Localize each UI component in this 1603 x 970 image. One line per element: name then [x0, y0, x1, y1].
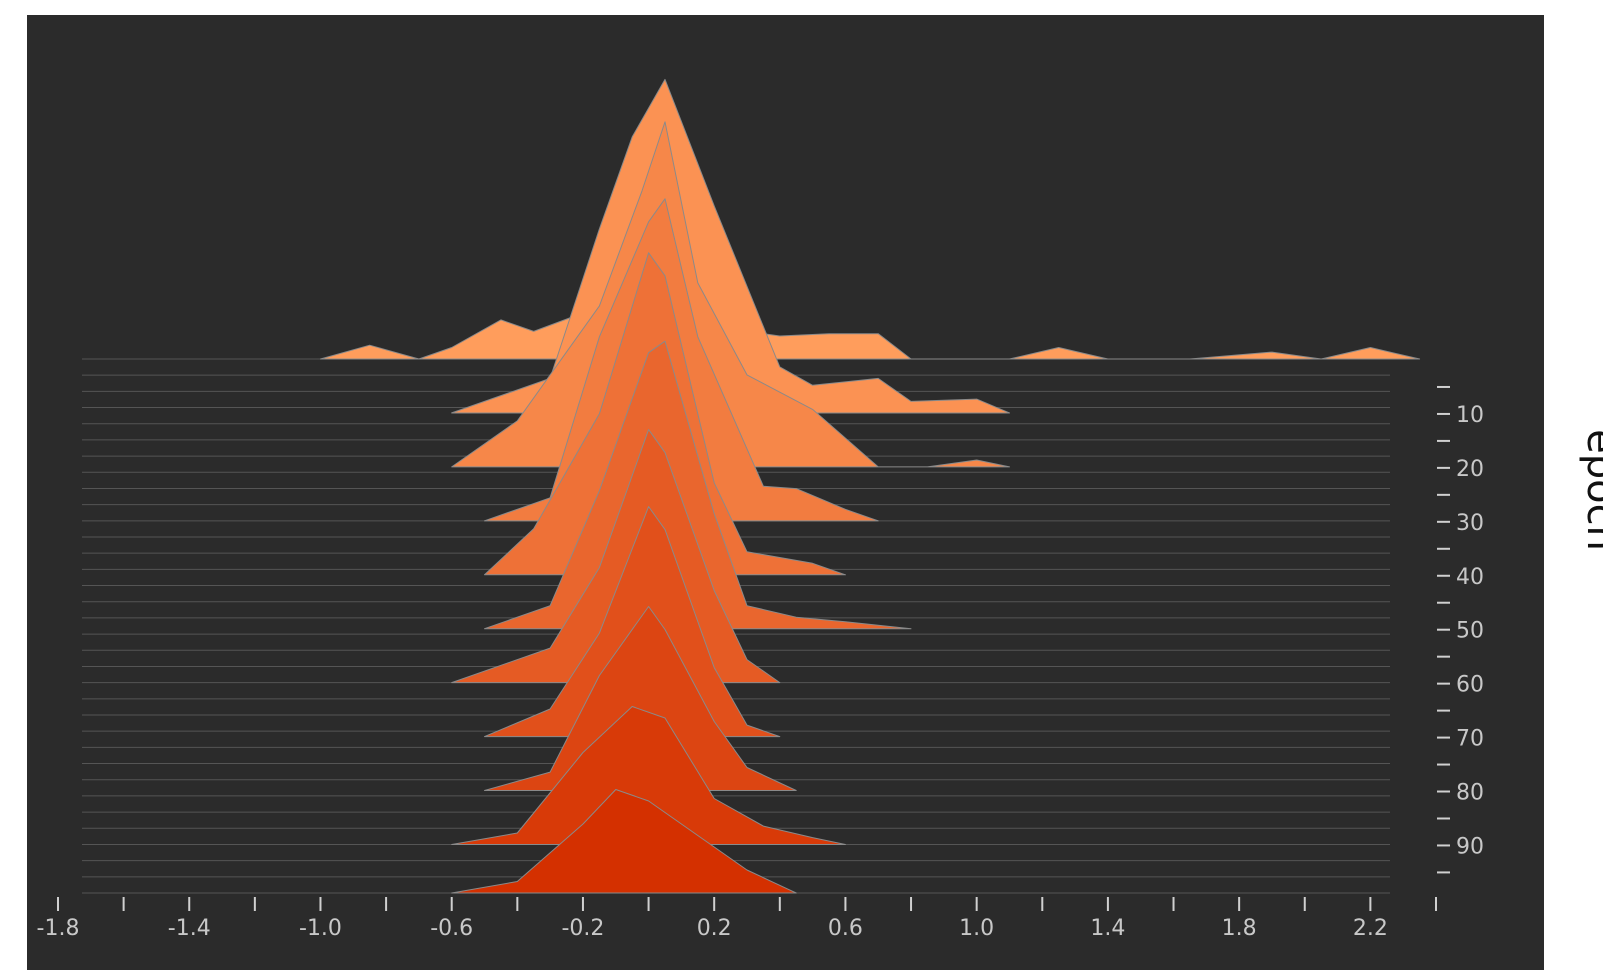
y-axis-title: epoch — [1578, 429, 1603, 551]
x-tick-label: 2.2 — [1353, 916, 1388, 941]
x-tick-label: 1.4 — [1090, 916, 1125, 941]
y-tick-label: 60 — [1456, 673, 1484, 698]
x-axis: -1.8 -1.4 -1.0 -0.6 -0.2 0.2 0.6 1.0 1.4 1.8 2.2 — [37, 897, 1437, 941]
x-tick-label: 0.2 — [697, 916, 732, 941]
y-tick-label: 20 — [1456, 457, 1484, 482]
y-tick-label: 80 — [1456, 781, 1484, 806]
y-tick-label: 50 — [1456, 619, 1484, 644]
x-tick-label: 1.8 — [1222, 916, 1257, 941]
y-tick-label: 10 — [1456, 403, 1484, 428]
x-tick-label: -0.2 — [561, 916, 604, 941]
x-tick-label: 0.6 — [828, 916, 863, 941]
y-tick-label: 40 — [1456, 565, 1484, 590]
epoch-ridges — [320, 78, 1421, 894]
x-tick-label: -0.6 — [430, 916, 473, 941]
y-tick-label: 30 — [1456, 511, 1484, 536]
ridge-epoch-99 — [451, 789, 797, 894]
x-tick-label: -1.8 — [37, 916, 80, 941]
x-tick-label: -1.0 — [299, 916, 342, 941]
y-tick-label: 70 — [1456, 727, 1484, 752]
x-tick-label: 1.0 — [959, 916, 994, 941]
y-axis: 10 20 30 40 50 60 70 80 90 — [1437, 385, 1484, 874]
x-tick-label: -1.4 — [168, 916, 211, 941]
ridge-epoch-50 — [484, 340, 912, 630]
ridge-epoch-90 — [451, 706, 846, 845]
y-tick-label: 90 — [1456, 834, 1484, 859]
